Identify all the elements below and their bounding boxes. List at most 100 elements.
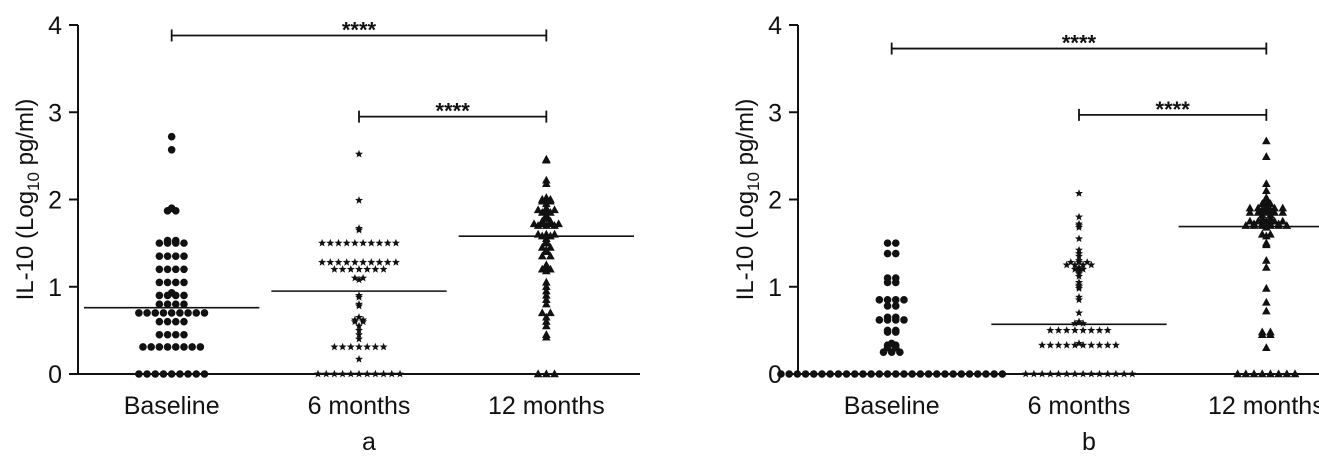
data-point xyxy=(155,300,164,309)
data-point xyxy=(1075,308,1083,317)
data-point xyxy=(883,316,892,324)
data-point xyxy=(350,273,359,282)
data-point xyxy=(891,328,900,336)
data-point xyxy=(155,278,164,287)
data-point xyxy=(537,207,547,216)
data-point xyxy=(785,370,793,378)
x-category-label: Baseline xyxy=(844,392,940,420)
data-point xyxy=(542,321,551,330)
data-point xyxy=(1290,369,1300,378)
y-tick-label: 4 xyxy=(48,12,62,40)
data-point xyxy=(355,330,363,339)
data-point xyxy=(314,369,322,378)
data-point xyxy=(1062,326,1071,334)
data-point xyxy=(1262,343,1271,352)
data-point xyxy=(391,258,400,266)
data-point xyxy=(363,265,372,273)
data-point xyxy=(383,238,392,247)
data-point xyxy=(355,369,363,378)
data-point xyxy=(542,369,551,378)
data-point xyxy=(542,286,551,295)
data-point xyxy=(1070,319,1079,327)
y-axis-label: IL-10 (Log10 pg/ml) xyxy=(732,99,763,301)
data-point xyxy=(533,221,543,229)
data-point xyxy=(891,239,900,247)
data-point xyxy=(1262,216,1271,225)
data-point xyxy=(542,199,551,208)
data-point xyxy=(1274,369,1283,378)
y-tick-label: 4 xyxy=(768,12,782,40)
data-point xyxy=(1075,317,1083,326)
data-point xyxy=(367,238,376,247)
data-point xyxy=(171,278,180,287)
data-point xyxy=(1046,341,1055,349)
data-point xyxy=(192,309,201,317)
data-point xyxy=(1262,283,1271,292)
data-point xyxy=(546,242,555,251)
data-point xyxy=(1278,203,1288,212)
data-point xyxy=(1070,341,1079,349)
data-point xyxy=(1103,341,1112,349)
data-point xyxy=(180,278,188,287)
data-point xyxy=(326,258,335,266)
data-point xyxy=(396,369,404,378)
data-point xyxy=(363,342,372,351)
data-point xyxy=(1070,260,1079,269)
data-point xyxy=(1262,207,1271,216)
data-point xyxy=(1083,258,1092,266)
data-point xyxy=(546,196,555,205)
data-point xyxy=(537,251,547,260)
data-point xyxy=(167,132,176,141)
data-point xyxy=(1278,216,1288,225)
data-point xyxy=(151,309,160,317)
data-point xyxy=(1111,369,1120,378)
data-point xyxy=(1075,272,1083,280)
data-point xyxy=(1095,369,1104,378)
significance-label: **** xyxy=(1062,31,1097,56)
data-point xyxy=(542,221,551,229)
data-point xyxy=(176,309,184,317)
data-point xyxy=(542,295,551,304)
data-point xyxy=(1087,341,1096,349)
data-point xyxy=(355,313,363,321)
data-point xyxy=(155,317,164,326)
data-point xyxy=(155,252,164,261)
data-point xyxy=(1245,203,1255,212)
data-point xyxy=(391,238,400,247)
data-point xyxy=(383,258,392,266)
data-point xyxy=(171,317,180,326)
data-point xyxy=(1253,216,1263,225)
data-point xyxy=(1087,369,1096,378)
data-point xyxy=(1120,369,1129,378)
data-point xyxy=(355,321,363,330)
data-point xyxy=(180,291,188,300)
data-point xyxy=(1266,369,1275,378)
data-point xyxy=(167,145,176,154)
data-point xyxy=(1111,341,1120,349)
y-tick-label: 0 xyxy=(768,361,782,389)
data-point xyxy=(887,348,896,356)
data-point xyxy=(990,370,998,378)
data-point xyxy=(180,330,188,339)
data-point xyxy=(546,251,555,260)
data-point xyxy=(135,370,143,378)
data-point xyxy=(180,300,188,309)
data-point xyxy=(155,330,164,339)
data-point xyxy=(1262,240,1271,249)
x-category-label: Baseline xyxy=(124,392,220,420)
y-tick-label: 3 xyxy=(48,99,62,127)
data-point xyxy=(334,238,343,247)
data-point xyxy=(542,290,551,299)
data-point xyxy=(1103,369,1112,378)
data-point xyxy=(355,225,363,234)
y-tick-label: 0 xyxy=(48,361,62,389)
data-point xyxy=(1262,297,1271,306)
data-point xyxy=(147,343,155,351)
data-point xyxy=(537,196,547,205)
data-point xyxy=(379,265,388,273)
data-point xyxy=(1266,214,1275,222)
data-point xyxy=(346,265,355,273)
chart-b-svg: 0 1 2 3 4 IL-10 (Log10 pg/ml) Baseline 6 months… xyxy=(732,12,1319,456)
x-category-label: 6 months xyxy=(1028,392,1131,420)
y-axis-label: IL-10 (Log10 pg/ml) xyxy=(12,99,43,301)
